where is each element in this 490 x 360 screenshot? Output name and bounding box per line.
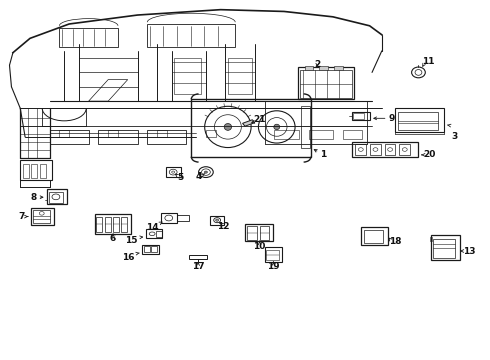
Bar bbox=[176, 215, 189, 221]
Bar bbox=[364, 230, 383, 243]
Ellipse shape bbox=[216, 219, 219, 221]
Text: 12: 12 bbox=[217, 222, 229, 231]
Bar bbox=[305, 66, 314, 69]
Text: 10: 10 bbox=[253, 242, 266, 251]
Text: 19: 19 bbox=[267, 262, 280, 271]
Bar bbox=[47, 189, 67, 204]
Bar bbox=[319, 66, 328, 69]
Bar bbox=[31, 208, 54, 225]
Bar bbox=[398, 112, 438, 130]
Bar bbox=[98, 130, 138, 144]
Bar bbox=[351, 112, 370, 120]
Ellipse shape bbox=[224, 123, 232, 130]
Bar bbox=[20, 160, 52, 180]
Text: 8: 8 bbox=[31, 193, 37, 202]
Bar bbox=[151, 246, 157, 252]
Bar bbox=[431, 235, 460, 260]
Bar bbox=[113, 217, 119, 232]
Bar bbox=[33, 210, 50, 224]
Ellipse shape bbox=[274, 124, 280, 130]
Bar bbox=[300, 69, 351, 98]
Bar bbox=[59, 28, 118, 47]
Bar bbox=[433, 239, 455, 258]
Bar bbox=[228, 58, 252, 94]
Bar bbox=[23, 164, 28, 178]
Bar bbox=[31, 164, 37, 178]
Bar bbox=[301, 107, 310, 148]
Bar bbox=[206, 130, 216, 137]
Bar bbox=[334, 66, 343, 69]
Bar bbox=[245, 224, 273, 241]
Polygon shape bbox=[243, 120, 255, 126]
Bar bbox=[247, 226, 257, 239]
Bar bbox=[145, 246, 150, 252]
Bar bbox=[147, 229, 162, 238]
Text: 20: 20 bbox=[423, 150, 436, 159]
Bar bbox=[157, 130, 167, 137]
Text: 14: 14 bbox=[146, 223, 158, 232]
Bar bbox=[210, 216, 224, 225]
Ellipse shape bbox=[204, 171, 207, 173]
Bar bbox=[156, 231, 162, 237]
Bar bbox=[189, 255, 207, 259]
Bar bbox=[122, 217, 127, 232]
Bar bbox=[174, 58, 201, 94]
Bar bbox=[105, 217, 111, 232]
Bar bbox=[147, 24, 235, 47]
Bar bbox=[161, 213, 176, 223]
Bar bbox=[385, 144, 395, 155]
Bar bbox=[191, 99, 311, 157]
Text: 17: 17 bbox=[192, 262, 204, 271]
Bar bbox=[267, 249, 279, 260]
Text: 15: 15 bbox=[125, 236, 138, 245]
Text: 21: 21 bbox=[253, 115, 266, 124]
Text: 6: 6 bbox=[110, 234, 116, 243]
Text: 18: 18 bbox=[389, 237, 402, 246]
Bar bbox=[355, 144, 366, 155]
Text: 13: 13 bbox=[463, 247, 475, 256]
Bar bbox=[95, 214, 131, 234]
Bar bbox=[40, 164, 46, 178]
Text: 5: 5 bbox=[177, 173, 183, 182]
Bar bbox=[399, 144, 410, 155]
Bar bbox=[143, 244, 159, 253]
Bar bbox=[430, 237, 432, 241]
Text: 2: 2 bbox=[314, 60, 320, 69]
Text: 16: 16 bbox=[122, 253, 135, 262]
Bar bbox=[309, 130, 333, 139]
Bar bbox=[352, 141, 418, 157]
Bar bbox=[108, 130, 118, 137]
Bar bbox=[370, 144, 381, 155]
Text: 4: 4 bbox=[196, 172, 202, 181]
Bar bbox=[97, 217, 102, 232]
Bar bbox=[274, 130, 299, 139]
Bar bbox=[49, 130, 89, 144]
Text: 7: 7 bbox=[18, 212, 24, 221]
Text: 11: 11 bbox=[422, 57, 435, 66]
Bar bbox=[265, 247, 282, 262]
Bar bbox=[353, 113, 364, 119]
Bar bbox=[59, 130, 69, 137]
Text: 3: 3 bbox=[451, 132, 457, 141]
Bar bbox=[260, 226, 270, 239]
Bar bbox=[361, 226, 388, 245]
Bar bbox=[298, 67, 354, 99]
Text: 9: 9 bbox=[389, 114, 395, 123]
Text: 1: 1 bbox=[320, 150, 326, 159]
Bar bbox=[166, 167, 180, 177]
Bar bbox=[49, 192, 63, 203]
Bar bbox=[147, 130, 186, 144]
Bar bbox=[343, 130, 362, 139]
Bar bbox=[395, 108, 444, 132]
